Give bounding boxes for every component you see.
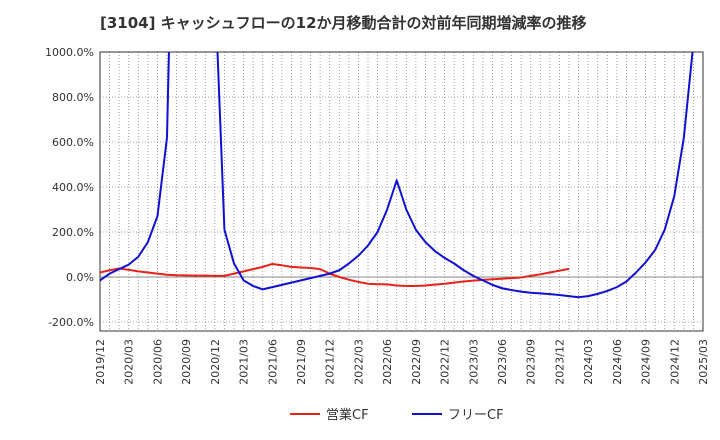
- chart-title: [3104] キャッシュフローの12か月移動合計の対前年同期増減率の推移: [100, 14, 587, 32]
- x-tick-label: 2021/09: [295, 339, 308, 385]
- x-tick-label: 2024/12: [668, 339, 681, 385]
- legend-label: フリーCF: [448, 408, 504, 423]
- x-tick-label: 2022/03: [352, 339, 365, 385]
- y-tick-label: 800.0%: [52, 91, 94, 104]
- x-tick-label: 2023/06: [496, 339, 509, 385]
- series-spike: [216, 52, 226, 230]
- series-group-free-cf: [100, 52, 694, 299]
- x-tick-label: 2021/12: [324, 339, 337, 385]
- x-tick-label: 2019/12: [94, 339, 107, 385]
- x-tick-label: 2022/09: [410, 339, 423, 385]
- x-tick-label: 2021/06: [266, 339, 279, 385]
- y-tick-label: 400.0%: [52, 181, 94, 194]
- x-tick-label: 2020/03: [123, 339, 136, 385]
- plot-area: [100, 52, 703, 331]
- x-tick-label: 2020/09: [180, 339, 193, 385]
- x-tick-label: 2024/06: [611, 339, 624, 385]
- x-tick-label: 2025/03: [697, 339, 710, 385]
- series-spike: [166, 52, 170, 138]
- x-tick-label: 2024/03: [582, 339, 595, 385]
- x-tick-label: 2020/06: [151, 339, 164, 385]
- y-tick-label: 1000.0%: [45, 46, 94, 59]
- plot-frame: [99, 51, 704, 332]
- y-tick-label: 0.0%: [66, 271, 94, 284]
- x-tick-label: 2023/03: [467, 339, 480, 385]
- series-line: [100, 52, 694, 299]
- x-tick-label: 2023/09: [525, 339, 538, 385]
- x-tick-label: 2021/03: [238, 339, 251, 385]
- legend-label: 営業CF: [326, 407, 369, 423]
- x-tick-label: 2022/12: [439, 339, 452, 385]
- x-tick-label: 2020/12: [209, 339, 222, 385]
- series-line: [100, 262, 570, 287]
- x-tick-label: 2024/09: [640, 339, 653, 385]
- series-group-operating-cf: [100, 262, 570, 287]
- x-tick-label: 2022/06: [381, 339, 394, 385]
- y-tick-label: -200.0%: [48, 316, 94, 329]
- y-tick-label: 600.0%: [52, 136, 94, 149]
- y-tick-label: 200.0%: [52, 226, 94, 239]
- x-tick-label: 2023/12: [553, 339, 566, 385]
